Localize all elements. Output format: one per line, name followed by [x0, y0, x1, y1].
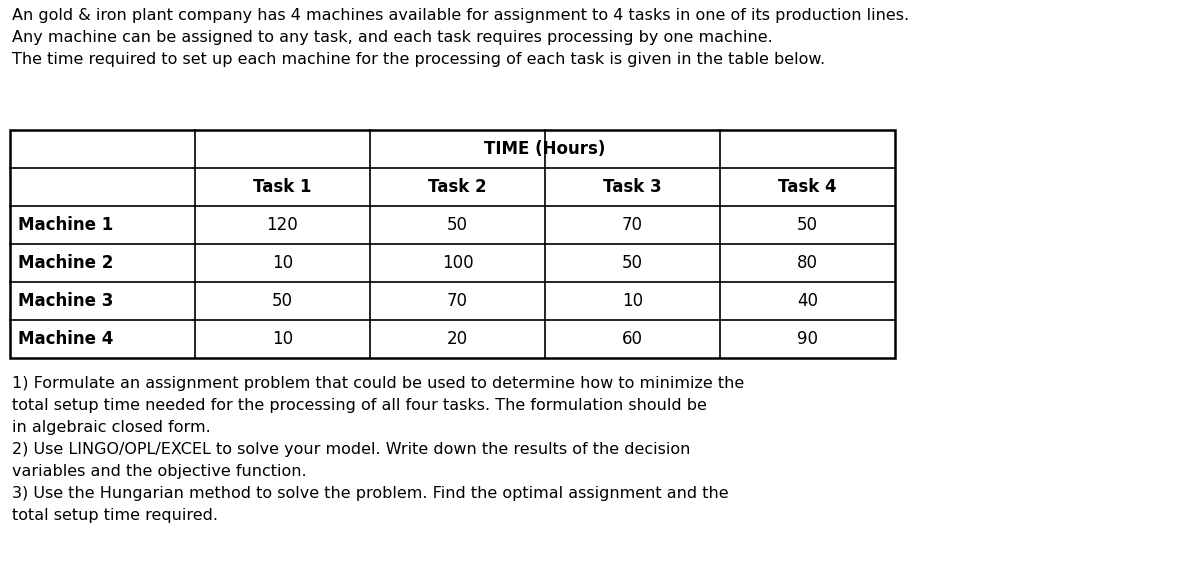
Text: An gold & iron plant company has 4 machines available for assignment to 4 tasks : An gold & iron plant company has 4 machi… [12, 8, 910, 23]
Text: 40: 40 [797, 292, 818, 310]
Text: 60: 60 [622, 330, 643, 348]
Text: in algebraic closed form.: in algebraic closed form. [12, 420, 211, 435]
Text: Machine 2: Machine 2 [18, 254, 113, 272]
Text: Task 2: Task 2 [428, 178, 487, 196]
Text: 90: 90 [797, 330, 818, 348]
Text: 50: 50 [272, 292, 293, 310]
Text: 50: 50 [446, 216, 468, 234]
Text: TIME (Hours): TIME (Hours) [485, 140, 606, 158]
Text: 50: 50 [797, 216, 818, 234]
Text: 10: 10 [272, 330, 293, 348]
Text: 70: 70 [446, 292, 468, 310]
Text: 120: 120 [266, 216, 299, 234]
Text: Machine 3: Machine 3 [18, 292, 113, 310]
Text: 10: 10 [272, 254, 293, 272]
Text: Task 4: Task 4 [778, 178, 836, 196]
Text: 50: 50 [622, 254, 643, 272]
Text: 3) Use the Hungarian method to solve the problem. Find the optimal assignment an: 3) Use the Hungarian method to solve the… [12, 486, 728, 501]
Text: 70: 70 [622, 216, 643, 234]
Text: The time required to set up each machine for the processing of each task is give: The time required to set up each machine… [12, 52, 826, 67]
Text: 80: 80 [797, 254, 818, 272]
Text: Any machine can be assigned to any task, and each task requires processing by on: Any machine can be assigned to any task,… [12, 30, 773, 45]
Text: 20: 20 [446, 330, 468, 348]
Text: variables and the objective function.: variables and the objective function. [12, 464, 307, 479]
Text: 2) Use LINGO/OPL/EXCEL to solve your model. Write down the results of the decisi: 2) Use LINGO/OPL/EXCEL to solve your mod… [12, 442, 690, 457]
Text: Machine 4: Machine 4 [18, 330, 113, 348]
Text: Task 1: Task 1 [253, 178, 312, 196]
Text: 100: 100 [442, 254, 473, 272]
Text: Machine 1: Machine 1 [18, 216, 113, 234]
Bar [10, 130, 895, 358]
Text: total setup time needed for the processing of all four tasks. The formulation sh: total setup time needed for the processi… [12, 398, 707, 413]
Text: total setup time required.: total setup time required. [12, 508, 218, 523]
Text: Task 3: Task 3 [604, 178, 662, 196]
Text: 10: 10 [622, 292, 643, 310]
Text: 1) Formulate an assignment problem that could be used to determine how to minimi: 1) Formulate an assignment problem that … [12, 376, 744, 391]
